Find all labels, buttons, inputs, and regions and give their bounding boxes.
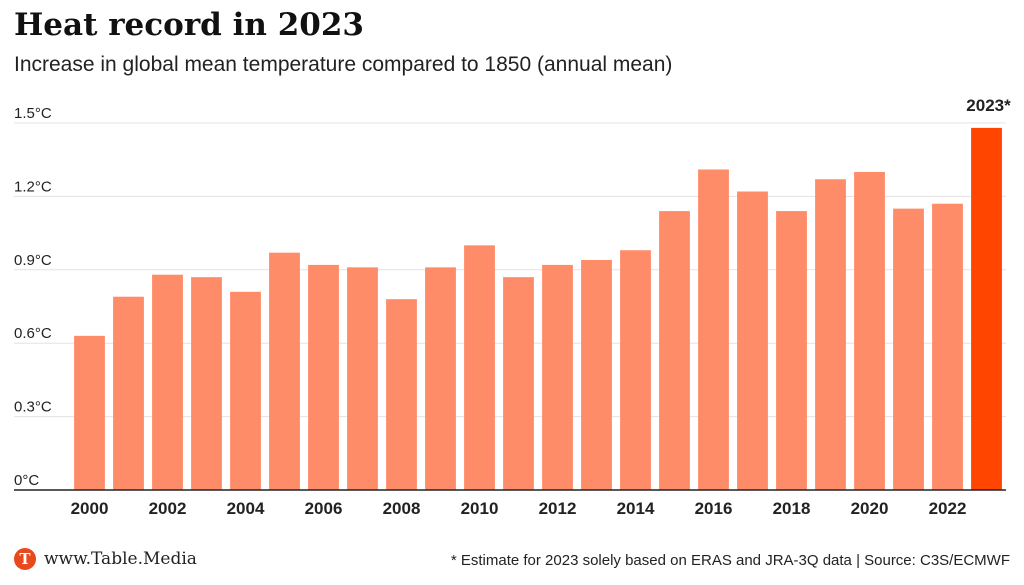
x-tick-label: 2014 (617, 499, 655, 518)
bar-2002 (152, 274, 183, 490)
bar-2006 (308, 264, 339, 490)
x-tick-label: 2016 (695, 499, 733, 518)
y-tick-label: 0.9°C (14, 252, 52, 269)
bar-2009 (425, 267, 456, 490)
x-tick-label: 2020 (851, 499, 889, 518)
y-tick-label: 1.2°C (14, 178, 52, 195)
bar-2007 (347, 267, 378, 490)
bar-2013 (581, 260, 612, 490)
bar-2018 (776, 211, 807, 490)
bar-2022 (932, 203, 963, 491)
bar-2020 (854, 171, 885, 490)
bar-2019 (815, 179, 846, 491)
bar-2015 (659, 211, 690, 490)
source-note: * Estimate for 2023 solely based on ERAS… (450, 552, 1010, 569)
y-tick-label: 1.5°C (14, 105, 52, 122)
y-tick-label: 0°C (14, 472, 39, 489)
bars (74, 127, 1002, 491)
x-tick-label: 2000 (71, 499, 109, 518)
x-tick-label: 2012 (539, 499, 577, 518)
bar-2011 (503, 277, 534, 490)
bar-2008 (386, 299, 417, 490)
bar-2001 (113, 296, 144, 490)
brand: T www.Table.Media (14, 548, 197, 570)
site-link[interactable]: www.Table.Media (44, 549, 197, 569)
x-tick-label: 2002 (149, 499, 187, 518)
x-tick-label: 2006 (305, 499, 343, 518)
bar-2014 (620, 250, 651, 490)
x-tick-label: 2010 (461, 499, 499, 518)
x-tick-label: 2004 (227, 499, 265, 518)
axes: 0°C 0.3°C 0.6°C 0.9°C 1.2°C 1.5°C 2023* 2000 200… (14, 96, 1011, 518)
table-media-logo-icon: T (14, 548, 36, 570)
bar-2000 (74, 335, 105, 490)
bar-2021 (893, 208, 924, 490)
bar-2010 (464, 245, 495, 490)
x-tick-label: 2018 (773, 499, 811, 518)
y-tick-label: 0.3°C (14, 399, 52, 416)
bar-2003 (191, 277, 222, 490)
chart-title: Heat record in 2023 (14, 7, 365, 43)
highlight-label: 2023* (966, 96, 1011, 115)
bar-2012 (542, 264, 573, 490)
bar-2016 (698, 169, 729, 490)
y-tick-label: 0.6°C (14, 325, 52, 342)
bar-highlight-2023 (971, 127, 1002, 490)
x-tick-label: 2008 (383, 499, 421, 518)
bar-2005 (269, 252, 300, 490)
bar-2004 (230, 291, 261, 490)
x-tick-label: 2022 (929, 499, 967, 518)
chart-subtitle: Increase in global mean temperature comp… (14, 53, 673, 76)
bar-2017 (737, 191, 768, 491)
